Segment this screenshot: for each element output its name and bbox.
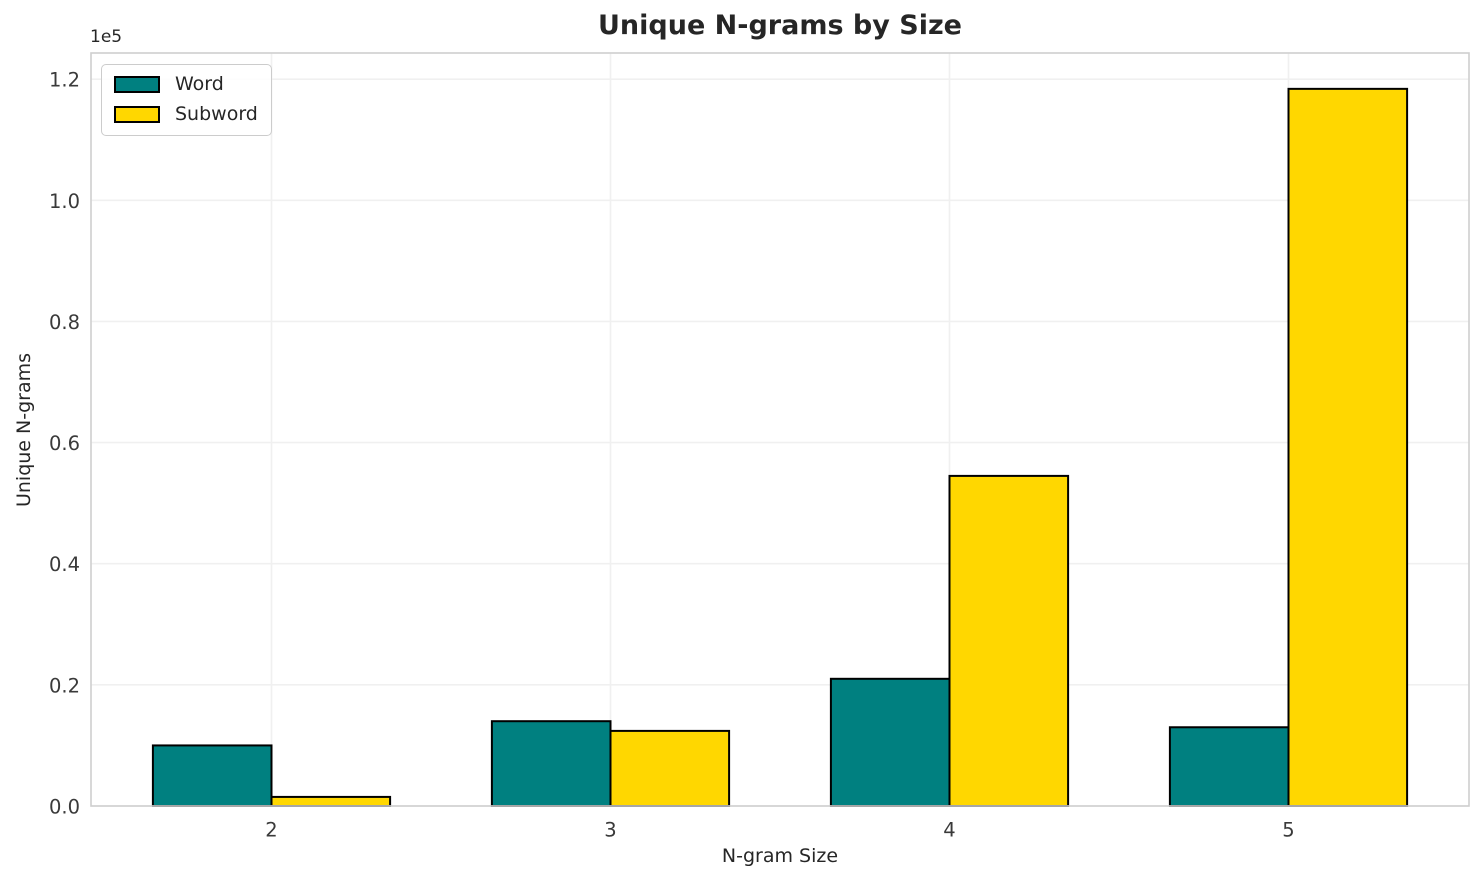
x-tick-label: 3 [604, 819, 616, 842]
x-axis-label: N-gram Size [721, 845, 839, 867]
x-tick-label: 4 [943, 819, 955, 842]
legend-entry-subword: Subword [114, 102, 258, 125]
x-tick-label: 5 [1282, 819, 1294, 842]
y-axis-offset-label: 1e5 [90, 27, 123, 47]
bar-word-2 [151, 744, 273, 807]
y-tick-label: 0.2 [49, 674, 80, 697]
bar-word-5 [1168, 726, 1290, 807]
y-tick-label: 0.8 [49, 311, 80, 334]
bar-subword-2 [270, 795, 392, 807]
bar-subword-5 [1287, 87, 1409, 808]
legend: Word Subword [101, 64, 272, 136]
y-tick-label: 1.0 [49, 190, 80, 213]
y-tick-label: 0.4 [49, 553, 80, 576]
legend-swatch-word [114, 75, 160, 93]
chart-title: Unique N-grams by Size [598, 10, 962, 41]
bar-word-3 [490, 720, 612, 807]
y-axis-label: Unique N-grams [13, 352, 35, 508]
legend-entry-word: Word [114, 74, 258, 95]
axes-background [91, 53, 1469, 806]
x-tick-label: 2 [265, 819, 277, 842]
legend-swatch-subword [114, 105, 160, 123]
axes-spines [90, 52, 1470, 807]
y-tick-label: 0.6 [49, 432, 80, 455]
legend-label-subword: Subword [175, 102, 258, 125]
y-tick-label: 0.0 [49, 796, 80, 819]
bar-subword-4 [948, 474, 1070, 807]
bar-word-4 [829, 677, 951, 808]
y-tick-label: 1.2 [49, 69, 80, 92]
legend-label-word: Word [175, 73, 224, 95]
bar-subword-3 [609, 729, 731, 807]
